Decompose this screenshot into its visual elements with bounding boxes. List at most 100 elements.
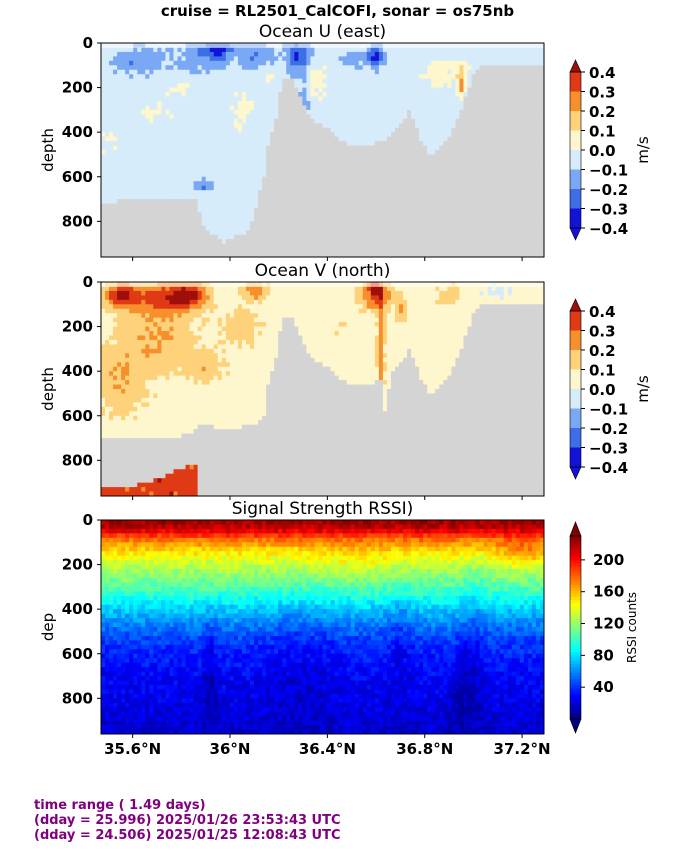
heatmap-cell <box>193 252 199 257</box>
heatmap-cell <box>205 252 211 257</box>
heatmap-cell <box>205 145 211 151</box>
heatmap-cell <box>362 69 368 75</box>
heatmap-cell <box>511 230 517 236</box>
heatmap-cell <box>507 150 513 156</box>
heatmap-cell <box>121 239 126 245</box>
heatmap-cell <box>342 167 348 173</box>
heatmap-cell <box>447 158 452 164</box>
heatmap-cell <box>177 136 183 142</box>
heatmap-cell <box>394 123 400 129</box>
heatmap-cell <box>503 221 509 227</box>
heatmap-cell <box>302 194 307 200</box>
heatmap-cell <box>254 243 259 249</box>
heatmap-cell <box>423 83 428 89</box>
heatmap-cell <box>407 123 412 129</box>
heatmap-cell <box>141 92 146 98</box>
heatmap-cell <box>455 105 461 111</box>
heatmap-cell <box>306 127 312 133</box>
heatmap-cell <box>181 74 187 80</box>
heatmap-cell <box>125 190 130 196</box>
heatmap-cell <box>407 92 412 98</box>
heatmap-cell <box>205 105 211 111</box>
heatmap-cell <box>399 230 404 236</box>
heatmap-cell <box>475 167 481 173</box>
heatmap-cell <box>475 150 481 156</box>
heatmap-cell <box>447 234 452 240</box>
heatmap-cell <box>334 212 340 218</box>
heatmap-cell <box>254 100 259 107</box>
heatmap-cell <box>105 114 110 120</box>
heatmap-cell <box>241 100 247 107</box>
heatmap-cell <box>262 221 267 227</box>
heatmap-cell <box>322 60 328 66</box>
heatmap-cell <box>483 185 489 191</box>
heatmap-cell <box>350 145 356 151</box>
heatmap-cell <box>141 154 146 160</box>
heatmap-cell <box>399 92 404 98</box>
heatmap-cell <box>431 74 436 80</box>
heatmap-cell <box>133 96 138 102</box>
heatmap-cell <box>459 243 465 249</box>
heatmap-cell <box>157 114 163 120</box>
heatmap-cell <box>258 181 263 187</box>
heatmap-cell <box>250 69 255 75</box>
heatmap-cell <box>366 243 372 249</box>
heatmap-cell <box>475 216 481 222</box>
heatmap-cell <box>241 190 247 196</box>
heatmap-cell <box>503 69 509 75</box>
heatmap-cell <box>306 167 312 173</box>
heatmap-cell <box>374 127 380 133</box>
heatmap-cell <box>378 252 384 257</box>
heatmap-cell <box>443 123 448 129</box>
heatmap-cell <box>298 154 303 160</box>
heatmap-cell <box>157 252 163 257</box>
heatmap-cell <box>334 150 340 156</box>
heatmap-cell <box>165 176 171 182</box>
heatmap-cell <box>209 114 215 120</box>
heatmap-cell <box>342 239 348 245</box>
heatmap-cell <box>153 132 158 138</box>
heatmap-cell <box>278 132 283 138</box>
heatmap-cell <box>145 100 150 107</box>
heatmap-cell <box>419 56 424 62</box>
heatmap-cell <box>411 212 416 218</box>
heatmap-cell <box>342 199 348 205</box>
heatmap-cell <box>350 109 356 115</box>
heatmap-cell <box>334 243 340 249</box>
heatmap-cell <box>141 127 146 133</box>
heatmap-cell <box>197 118 203 124</box>
heatmap-cell <box>326 194 332 200</box>
heatmap-cell <box>185 51 191 57</box>
heatmap-cell <box>399 47 404 53</box>
heatmap-cell <box>137 252 142 257</box>
heatmap-cell <box>503 252 509 257</box>
heatmap-cell <box>177 60 183 66</box>
heatmap-cell <box>507 163 513 169</box>
heatmap-cell <box>266 118 271 124</box>
heatmap-cell <box>193 167 199 173</box>
heatmap-cell <box>149 127 154 133</box>
heatmap-cell <box>507 243 513 249</box>
heatmap-cell <box>463 74 469 80</box>
heatmap-cell <box>237 181 243 187</box>
heatmap-cell <box>475 60 481 66</box>
heatmap-cell <box>447 216 452 222</box>
heatmap-cell <box>302 154 307 160</box>
heatmap-cell <box>254 230 259 236</box>
heatmap-cell <box>403 185 408 191</box>
heatmap-cell <box>177 141 183 147</box>
heatmap-cell <box>378 212 384 218</box>
heatmap-cell <box>350 203 356 209</box>
heatmap-cell <box>366 172 372 178</box>
heatmap-cell <box>394 78 400 84</box>
heatmap-cell <box>366 176 372 182</box>
heatmap-cell <box>443 60 448 66</box>
heatmap-cell <box>258 132 263 138</box>
heatmap-cell <box>411 158 416 164</box>
heatmap-cell <box>237 230 243 236</box>
heatmap-cell <box>443 92 448 98</box>
heatmap-cell <box>125 100 130 107</box>
heatmap-cell <box>213 100 219 107</box>
heatmap-cell <box>290 56 295 62</box>
heatmap-cell <box>403 141 408 147</box>
